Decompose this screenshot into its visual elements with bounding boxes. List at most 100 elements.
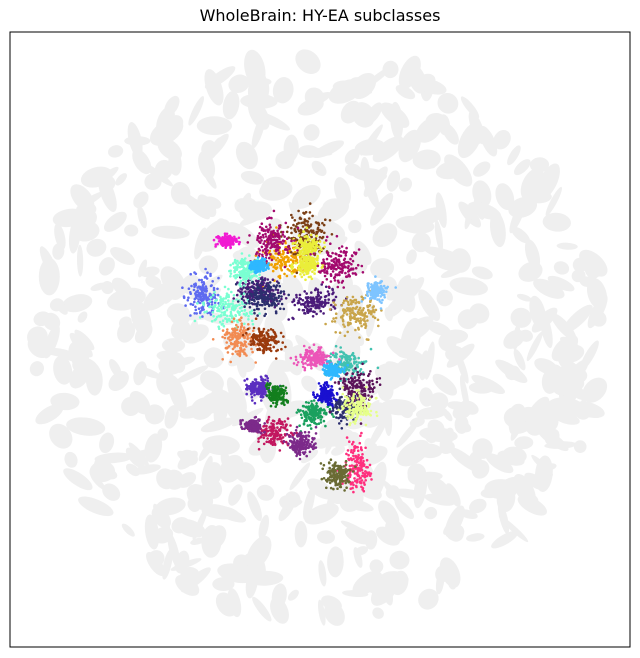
subclass-point-4 (329, 242, 332, 245)
subclass-point-7 (357, 301, 361, 305)
subclass-point-5 (194, 308, 198, 312)
background-cell-blob (206, 525, 227, 550)
subclass-point-1 (324, 298, 327, 302)
subclass-point-18 (349, 487, 353, 491)
subclass-point-7 (346, 330, 350, 334)
subclass-point-15 (257, 440, 260, 443)
subclass-point-11 (331, 353, 335, 357)
background-cell-blob (518, 198, 535, 214)
subclass-point-7 (358, 306, 362, 310)
background-cell-blob (491, 530, 519, 549)
subclass-point-4 (323, 274, 327, 278)
background-cell-blob (186, 484, 214, 511)
subclass-point-10 (338, 396, 342, 399)
subclass-point-1 (297, 308, 301, 311)
subclass-point-17 (341, 386, 345, 389)
subclass-point-4 (342, 286, 346, 289)
subclass-point-16 (354, 384, 357, 388)
subclass-point-10 (331, 409, 335, 412)
subclass-point-11 (334, 352, 338, 355)
subclass-point-4 (328, 262, 331, 265)
subclass-point-6 (238, 313, 241, 317)
subclass-point-6 (228, 269, 231, 273)
subclass-point-17 (356, 397, 359, 400)
subclass-point-4 (257, 247, 261, 251)
background-cell-blob (372, 223, 398, 247)
subclass-point-11 (359, 368, 363, 371)
subclass-point-9 (263, 334, 266, 337)
subclass-point-7 (334, 303, 337, 307)
subclass-point-20 (264, 264, 267, 267)
subclass-point-4 (340, 245, 344, 248)
background-cell-blob (495, 359, 528, 384)
subclass-point-12 (292, 362, 296, 365)
subclass-point-0 (278, 274, 282, 278)
subclass-point-6 (222, 297, 225, 300)
subclass-point-17 (367, 402, 370, 406)
subclass-point-8 (232, 328, 235, 332)
subclass-point-6 (234, 313, 237, 317)
subclass-point-20 (266, 265, 270, 268)
subclass-point-10 (341, 410, 345, 414)
subclass-point-18 (353, 472, 357, 475)
subclass-point-5 (181, 286, 184, 290)
background-cell-blob (294, 521, 308, 548)
subclass-point-10 (255, 307, 259, 311)
subclass-point-5 (210, 284, 213, 287)
subclass-point-13 (258, 388, 262, 392)
subclass-point-8 (221, 358, 224, 361)
background-cell-blob (396, 419, 420, 448)
subclass-point-8 (221, 329, 225, 332)
subclass-point-6 (244, 280, 247, 284)
subclass-point-17 (365, 413, 368, 417)
background-cell-blob (395, 85, 416, 100)
subclass-point-8 (225, 333, 228, 336)
subclass-point-6 (250, 276, 254, 279)
subclass-point-2 (318, 236, 322, 239)
subclass-point-4 (266, 217, 269, 220)
subclass-point-9 (268, 348, 272, 351)
subclass-point-4 (272, 209, 276, 213)
subclass-point-1 (239, 287, 242, 290)
subclass-point-7 (360, 324, 363, 328)
subclass-point-6 (224, 297, 228, 300)
subclass-point-10 (260, 282, 264, 285)
background-cell-blob (520, 168, 545, 201)
subclass-point-20 (338, 360, 342, 364)
subclass-point-16 (352, 380, 356, 384)
subclass-point-19 (346, 474, 350, 477)
subclass-point-20 (346, 363, 350, 367)
subclass-point-19 (336, 483, 340, 487)
subclass-point-4 (260, 245, 264, 249)
subclass-point-17 (375, 414, 379, 418)
subclass-point-4 (269, 253, 272, 256)
background-cell-blob (72, 357, 99, 377)
subclass-point-4 (331, 270, 335, 273)
subclass-point-2 (314, 221, 318, 224)
subclass-point-16 (339, 377, 342, 381)
subclass-point-12 (311, 350, 315, 354)
subclass-point-6 (232, 294, 236, 297)
subclass-point-2 (301, 225, 305, 228)
background-cell-blob (473, 161, 491, 177)
subclass-point-12 (296, 361, 300, 364)
subclass-point-5 (197, 298, 200, 301)
background-cell-blob (220, 451, 232, 471)
subclass-point-6 (243, 275, 246, 279)
subclass-point-7 (343, 325, 346, 328)
subclass-point-0 (274, 252, 277, 255)
background-cell-blob (380, 102, 410, 128)
subclass-point-11 (339, 346, 343, 349)
subclass-point-8 (228, 335, 231, 339)
background-cell-blob (302, 92, 332, 109)
subclass-point-20 (256, 256, 260, 259)
subclass-point-18 (362, 459, 365, 463)
subclass-point-8 (245, 345, 248, 348)
subclass-point-3 (310, 277, 314, 281)
background-cell-blob (198, 436, 217, 462)
subclass-point-14 (284, 389, 287, 392)
subclass-point-16 (343, 379, 347, 383)
subclass-point-3 (318, 240, 322, 243)
subclass-point-1 (256, 280, 260, 284)
subclass-point-17 (369, 414, 373, 417)
